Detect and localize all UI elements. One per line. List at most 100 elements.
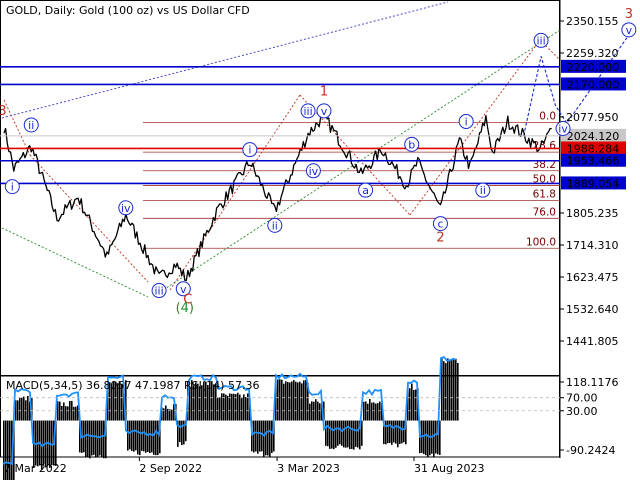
fib-label: 61.8 bbox=[533, 188, 556, 200]
level-box bbox=[561, 176, 626, 190]
macd-bar bbox=[119, 381, 121, 421]
macd-bar bbox=[223, 393, 225, 421]
macd-bar bbox=[271, 420, 273, 453]
macd-bar bbox=[369, 398, 371, 421]
macd-label: MACD(5,34,5) 36.8057 47.1987 RSI(14) 57.… bbox=[6, 379, 259, 392]
wave-circle bbox=[300, 103, 316, 119]
wave-circle bbox=[118, 200, 134, 216]
macd-bar bbox=[55, 420, 57, 466]
macd-bar bbox=[57, 401, 59, 421]
macd-bar bbox=[3, 420, 5, 480]
macd-bar bbox=[229, 393, 231, 421]
level-box bbox=[561, 59, 626, 73]
wave-circle bbox=[305, 163, 321, 179]
wave-circle bbox=[267, 217, 283, 233]
level-box bbox=[561, 128, 626, 142]
macd-bar bbox=[167, 408, 169, 421]
level-box bbox=[561, 77, 626, 91]
macd-bar bbox=[263, 420, 265, 457]
macd-bar bbox=[241, 397, 243, 421]
macd-bar bbox=[451, 359, 453, 421]
macd-bar bbox=[17, 400, 19, 421]
macd-bar bbox=[143, 420, 145, 452]
macd-tick-label: 30.00 bbox=[566, 405, 598, 418]
fib-label: 38.2 bbox=[533, 159, 556, 171]
macd-bar bbox=[203, 381, 205, 421]
wave-label: ii bbox=[480, 184, 486, 197]
macd-bar bbox=[15, 400, 17, 421]
macd-bar bbox=[51, 420, 53, 465]
macd-bar bbox=[411, 383, 413, 421]
macd-bar bbox=[201, 385, 203, 421]
macd-bar bbox=[309, 403, 311, 421]
macd-bar bbox=[233, 393, 235, 421]
macd-bar bbox=[301, 383, 303, 421]
wave-label: v bbox=[180, 283, 187, 296]
wave-label: v bbox=[321, 105, 328, 118]
wave-circle bbox=[432, 216, 448, 232]
macd-bar bbox=[125, 380, 127, 421]
macd-bar bbox=[185, 420, 187, 442]
wave-circle bbox=[316, 103, 332, 119]
macd-bar bbox=[159, 420, 161, 454]
fib-label: 100.0 bbox=[526, 236, 556, 248]
macd-bar bbox=[19, 397, 21, 421]
macd-bar bbox=[5, 420, 7, 480]
level-label: 1988.284 bbox=[567, 142, 620, 155]
macd-bar bbox=[213, 384, 215, 421]
macd-bar bbox=[111, 383, 113, 421]
macd-bar bbox=[109, 382, 111, 421]
macd-bar bbox=[231, 393, 233, 421]
wave-1-line bbox=[169, 94, 301, 291]
price-series-group bbox=[3, 110, 552, 282]
macd-bar bbox=[353, 420, 355, 450]
macd-bar bbox=[217, 397, 219, 421]
wave-circle bbox=[621, 22, 637, 38]
macd-bar bbox=[71, 400, 73, 421]
macd-bar bbox=[381, 403, 383, 421]
macd-bar bbox=[135, 420, 137, 451]
macd-bar bbox=[441, 357, 443, 421]
macd-bar bbox=[335, 420, 337, 448]
macd-bar bbox=[193, 385, 195, 421]
price-axis-ticks: 2350.155 2259.320 2077.950 1805.235 1714.310… bbox=[560, 15, 619, 348]
macd-bar bbox=[327, 420, 329, 447]
level-label: 2170.000 bbox=[567, 78, 620, 91]
macd-bar bbox=[145, 420, 147, 453]
macd-bar bbox=[59, 401, 61, 421]
macd-bar bbox=[89, 420, 91, 459]
wave-label: 1 bbox=[320, 85, 328, 100]
date-tick-label: 3 Mar 2023 bbox=[277, 462, 340, 475]
macd-bar bbox=[409, 388, 411, 421]
wave-circle bbox=[358, 182, 374, 198]
macd-bar bbox=[397, 420, 399, 448]
wave-label: b bbox=[408, 138, 415, 151]
macd-bar bbox=[329, 420, 331, 449]
macd-bar bbox=[457, 362, 459, 421]
level-label: 1889.054 bbox=[567, 177, 620, 190]
macd-bar bbox=[127, 420, 129, 451]
macd-bar bbox=[69, 400, 71, 421]
fib-label: 50.0 bbox=[533, 174, 556, 186]
macd-bar bbox=[413, 389, 415, 421]
macd-bar bbox=[319, 403, 321, 421]
date-tick-label: 31 Aug 2023 bbox=[414, 462, 484, 475]
price-tick-label: 1623.475 bbox=[566, 271, 619, 284]
macd-bar bbox=[227, 395, 229, 421]
macd-tick-label: -90.2424 bbox=[566, 444, 615, 457]
macd-bar bbox=[447, 358, 449, 421]
macd-bar bbox=[147, 420, 149, 453]
macd-bar bbox=[347, 420, 349, 448]
macd-bar bbox=[285, 381, 287, 421]
wave-label: iii bbox=[154, 285, 163, 298]
level-label: 1953.466 bbox=[567, 155, 620, 168]
wave-3-line bbox=[409, 39, 541, 216]
macd-bar bbox=[339, 420, 341, 445]
wave-label: ii bbox=[28, 119, 34, 132]
rsi-line bbox=[2, 356, 457, 466]
macd-bar bbox=[63, 402, 65, 421]
macd-bar bbox=[157, 420, 159, 456]
macd-bar bbox=[257, 420, 259, 454]
macd-bar bbox=[269, 420, 271, 457]
